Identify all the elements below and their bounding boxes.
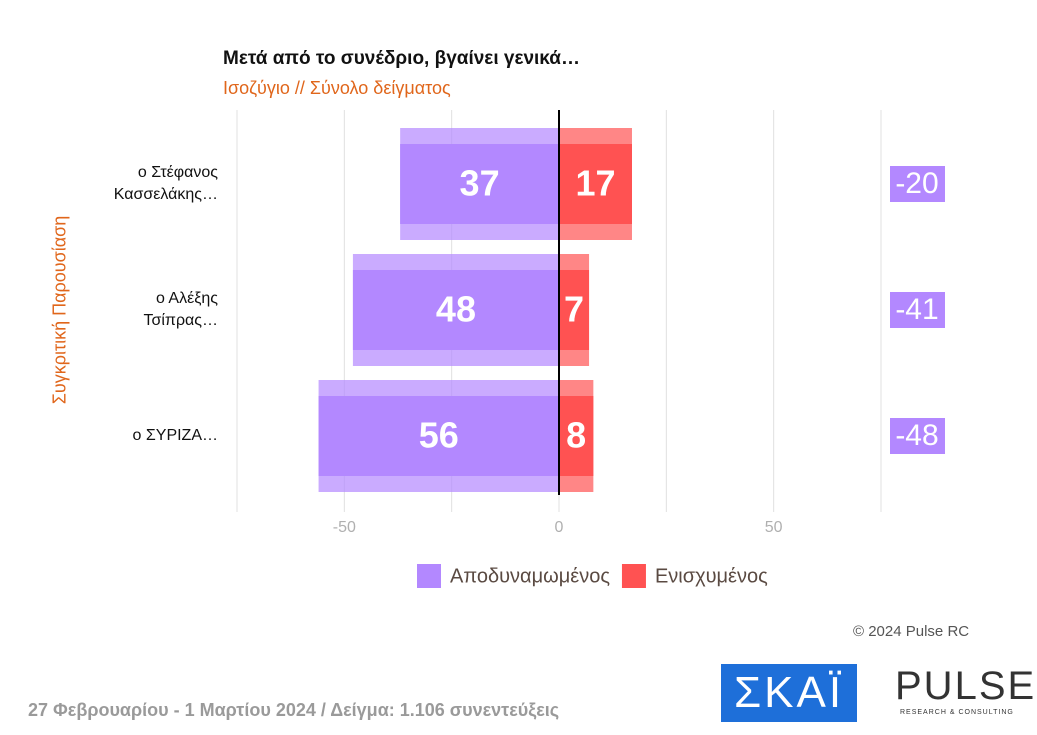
- bar: [352, 270, 559, 350]
- category-label: ο Αλέξης Τσίπρας…: [143, 290, 218, 329]
- x-tick-label: 0: [555, 519, 564, 536]
- bar: [559, 270, 590, 350]
- legend-label: Αποδυναμωμένος: [450, 565, 610, 587]
- balance-box: [890, 292, 945, 328]
- bar: [559, 396, 594, 476]
- logo-subtitle: RESEARCH & CONSULTING: [900, 709, 1014, 716]
- balance-box: [890, 418, 945, 454]
- y-axis-title: Συγκριτική Παρουσίαση: [49, 215, 70, 405]
- bar: [559, 144, 632, 224]
- value-label: 17: [575, 163, 615, 204]
- footer: 27 Φεβρουαρίου - 1 Μαρτίου 2024 / Δείγμα…: [28, 700, 560, 720]
- value-label: 48: [436, 289, 476, 330]
- legend-swatch: [621, 564, 646, 588]
- value-label: 56: [419, 415, 459, 456]
- legend-swatch: [417, 564, 441, 588]
- logo: ΣΚΑΪ: [721, 664, 857, 722]
- copyright: © 2024 Pulse RC: [853, 623, 970, 640]
- value-label: 37: [460, 163, 500, 204]
- x-tick-label: -50: [333, 519, 356, 536]
- bar: [400, 144, 559, 224]
- x-tick-label: 50: [765, 519, 783, 536]
- balance-label: -41: [895, 293, 938, 326]
- logo: PULSE: [895, 664, 1037, 708]
- value-label: 8: [566, 415, 586, 456]
- category-label: ο Στέφανος Κασσελάκης…: [113, 164, 218, 203]
- chart-subtitle: Ισοζύγιο // Σύνολο δείγματος: [223, 78, 451, 98]
- bar: [318, 396, 559, 476]
- balance-label: -20: [895, 167, 938, 200]
- category-label: ο ΣΥΡΙΖΑ…: [132, 427, 218, 444]
- chart-title: Μετά από το συνέδριο, βγαίνει γενικά…: [223, 48, 580, 69]
- legend-label: Ενισχυμένος: [655, 565, 768, 587]
- balance-label: -48: [895, 419, 938, 452]
- balance-box: [890, 166, 945, 202]
- value-label: 7: [564, 289, 584, 330]
